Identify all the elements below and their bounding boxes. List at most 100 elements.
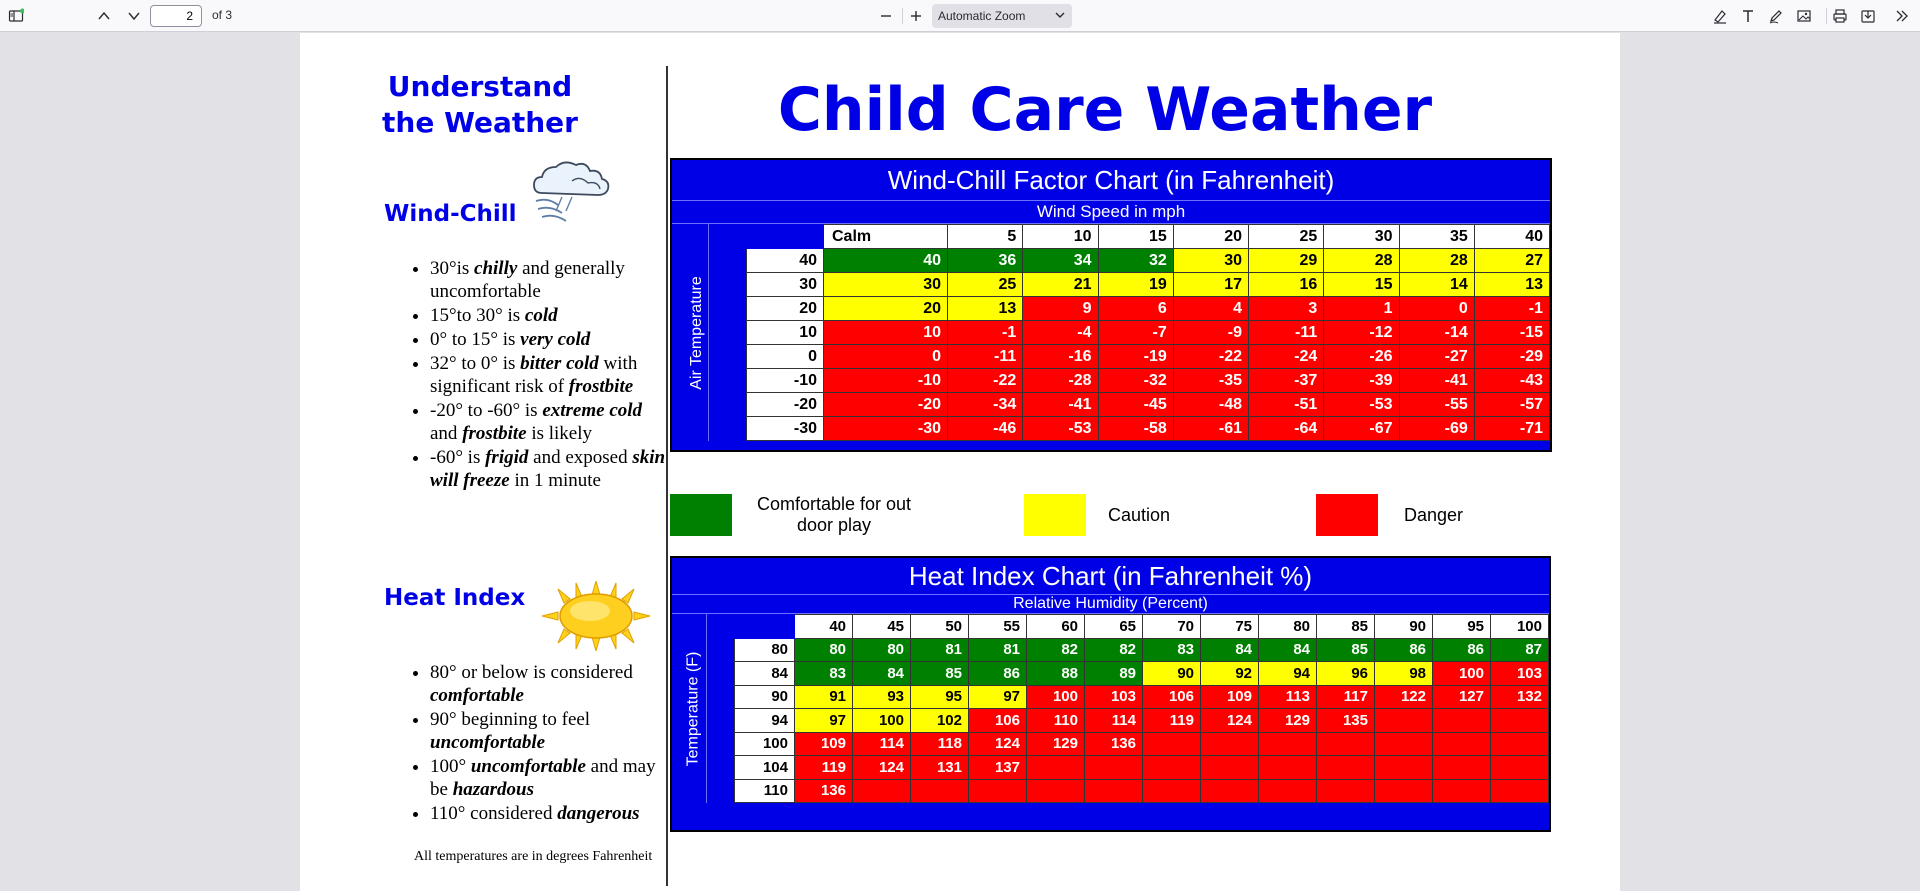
wind-value-cell: -53 — [1022, 416, 1099, 441]
heat-value-cell: 100 — [1026, 684, 1085, 709]
wind-value-cell: -19 — [1097, 344, 1174, 369]
image-icon[interactable] — [1792, 4, 1816, 28]
zoom-in-icon[interactable] — [904, 4, 928, 28]
wind-value-cell: -41 — [1398, 368, 1475, 393]
wind-value-cell: -69 — [1398, 416, 1475, 441]
wind-chill-chart-subtitle: Wind Speed in mph — [672, 201, 1550, 224]
heat-column-header: 60 — [1026, 614, 1085, 639]
heat-value-cell: 102 — [910, 708, 969, 733]
heat-value-cell: 114 — [1084, 708, 1143, 733]
zoom-select[interactable]: Automatic Zoom — [932, 4, 1072, 28]
wind-value-cell: 21 — [1022, 272, 1099, 297]
heat-value-cell — [1490, 755, 1549, 780]
heat-value-cell: 84 — [1200, 637, 1259, 662]
wind-value-cell: 0 — [823, 344, 948, 369]
wind-value-cell: -27 — [1398, 344, 1475, 369]
heat-column-header: 50 — [910, 614, 969, 639]
wind-column-header: 5 — [946, 224, 1024, 249]
air-temperature-axis: Air Temperature — [672, 224, 746, 441]
heat-value-cell: 81 — [968, 637, 1027, 662]
wind-value-cell: 27 — [1473, 248, 1551, 273]
heat-value-cell: 100 — [1432, 661, 1491, 686]
heat-value-cell — [1432, 778, 1491, 803]
heat-value-cell: 83 — [1142, 637, 1201, 662]
tools-menu-icon[interactable] — [1890, 4, 1914, 28]
heat-value-cell: 106 — [968, 708, 1027, 733]
heat-index-chart-subtitle: Relative Humidity (Percent) — [672, 595, 1549, 614]
save-icon[interactable] — [1856, 4, 1880, 28]
wind-value-cell: 13 — [946, 296, 1024, 321]
heat-index-heading: Heat Index — [384, 585, 526, 611]
heat-row-label: 94 — [734, 708, 795, 733]
wind-value-cell: -61 — [1172, 416, 1250, 441]
list-item: 110° considered dangerous — [430, 802, 670, 825]
heat-row-label: 84 — [734, 661, 795, 686]
highlight-icon[interactable] — [1708, 4, 1732, 28]
wind-value-cell: 32 — [1097, 248, 1174, 273]
heat-index-table: 40 45 50 55 60 65 70 75 80 85 90 95 100 80 80 80 81 81 82… — [734, 614, 1549, 803]
heat-value-cell: 136 — [794, 778, 853, 803]
wind-row-label: -10 — [746, 368, 824, 393]
left-column: Understand the Weather Wind-Chill 30°is … — [300, 33, 666, 891]
heat-value-cell: 87 — [1490, 637, 1549, 662]
list-item: -60° is frigid and exposed skin will fre… — [430, 446, 670, 492]
wind-row-label: 40 — [746, 248, 824, 273]
table-row: 94 97 100 102 106 110 114 119 124 129 135 — [734, 708, 1549, 733]
heat-value-cell: 129 — [1026, 731, 1085, 756]
heat-value-cell: 103 — [1490, 661, 1549, 686]
wind-value-cell: 0 — [1398, 296, 1475, 321]
heat-index-chart: Heat Index Chart (in Fahrenheit %) Relat… — [670, 556, 1551, 832]
wind-value-cell: 9 — [1022, 296, 1099, 321]
wind-row-label: 0 — [746, 344, 824, 369]
table-row: 40 40 36 34 32 30 29 28 28 27 — [746, 248, 1551, 273]
heat-value-cell — [1258, 731, 1317, 756]
heat-value-cell: 119 — [794, 755, 853, 780]
previous-page-icon[interactable] — [92, 4, 116, 28]
heat-value-cell — [1374, 731, 1433, 756]
wind-value-cell: -71 — [1473, 416, 1551, 441]
wind-column-header: 30 — [1323, 224, 1400, 249]
heat-value-cell: 88 — [1026, 661, 1085, 686]
zoom-out-icon[interactable] — [874, 4, 898, 28]
toolbar-separator — [902, 8, 903, 24]
sidebar-toggle-icon[interactable] — [4, 4, 28, 28]
heat-row-label: 104 — [734, 755, 795, 780]
heat-column-header: 80 — [1258, 614, 1317, 639]
wind-value-cell: -22 — [946, 368, 1024, 393]
table-row: 100 109 114 118 124 129 136 — [734, 731, 1549, 756]
table-row: 80 80 80 81 81 82 82 83 84 84 85 86 86 87 — [734, 637, 1549, 662]
heat-value-cell — [1142, 778, 1201, 803]
heat-value-cell — [1490, 708, 1549, 733]
draw-icon[interactable] — [1764, 4, 1788, 28]
heat-value-cell: 100 — [852, 708, 911, 733]
wind-value-cell: 29 — [1247, 248, 1325, 273]
heat-value-cell: 86 — [968, 661, 1027, 686]
windchill-list: 30°is chilly and generally uncomfortable… — [400, 257, 670, 493]
heat-value-cell: 132 — [1490, 684, 1549, 709]
table-row: 10 10 -1 -4 -7 -9 -11 -12 -14 -15 — [746, 320, 1551, 345]
heat-value-cell: 135 — [1316, 708, 1375, 733]
heat-column-header: 40 — [794, 614, 853, 639]
heat-value-cell: 93 — [852, 684, 911, 709]
table-row: 84 83 84 85 86 88 89 90 92 94 96 98 100 103 — [734, 661, 1549, 686]
wind-value-cell: -1 — [1473, 296, 1551, 321]
heat-value-cell: 109 — [794, 731, 853, 756]
heat-value-cell: 91 — [794, 684, 853, 709]
text-icon[interactable] — [1736, 4, 1760, 28]
heat-value-cell: 84 — [852, 661, 911, 686]
heat-value-cell — [1316, 731, 1375, 756]
print-icon[interactable] — [1828, 4, 1852, 28]
table-row: 30 30 25 21 19 17 16 15 14 13 — [746, 272, 1551, 297]
heat-value-cell: 127 — [1432, 684, 1491, 709]
heat-row-label: 110 — [734, 778, 795, 803]
page-number-input[interactable] — [150, 5, 202, 27]
wind-value-cell: -45 — [1097, 392, 1174, 417]
wind-value-cell: -26 — [1323, 344, 1400, 369]
heat-value-cell: 89 — [1084, 661, 1143, 686]
wind-chill-table: Calm 5 10 15 20 25 30 35 40 40 40 36 34 32 30 29 28 28 27… — [746, 224, 1551, 441]
heat-row-label: 100 — [734, 731, 795, 756]
heat-column-header: 45 — [852, 614, 911, 639]
next-page-icon[interactable] — [122, 4, 146, 28]
wind-value-cell: -51 — [1247, 392, 1325, 417]
wind-value-cell: -34 — [946, 392, 1024, 417]
